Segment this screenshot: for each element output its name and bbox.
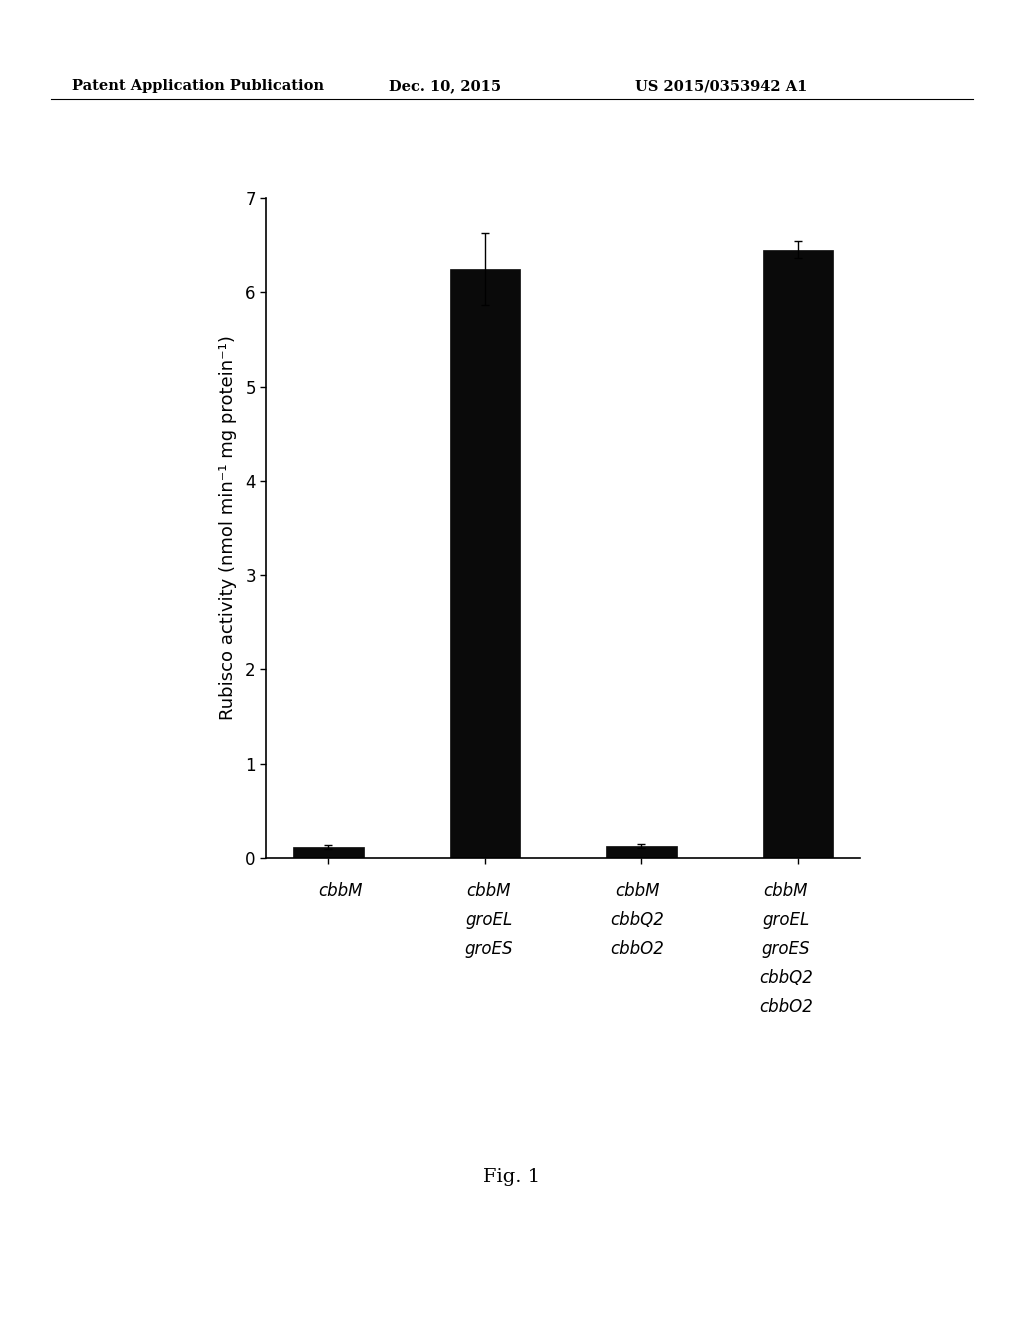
Text: Dec. 10, 2015: Dec. 10, 2015 <box>389 79 501 94</box>
Y-axis label: Rubisco activity (nmol min⁻¹ mg protein⁻¹): Rubisco activity (nmol min⁻¹ mg protein⁻… <box>219 335 237 721</box>
Bar <box>606 846 677 858</box>
Text: cbbM: cbbM <box>467 882 511 900</box>
Text: Fig. 1: Fig. 1 <box>483 1168 541 1187</box>
Text: cbbM: cbbM <box>615 882 659 900</box>
Text: US 2015/0353942 A1: US 2015/0353942 A1 <box>635 79 807 94</box>
Text: cbbM: cbbM <box>764 882 808 900</box>
Bar <box>763 249 834 858</box>
Text: groES: groES <box>762 940 810 958</box>
Text: Patent Application Publication: Patent Application Publication <box>72 79 324 94</box>
Bar <box>450 269 520 858</box>
Text: cbbO2: cbbO2 <box>610 940 665 958</box>
Text: groEL: groEL <box>762 911 810 929</box>
Text: cbbO2: cbbO2 <box>759 998 813 1016</box>
Text: groES: groES <box>465 940 513 958</box>
Text: cbbQ2: cbbQ2 <box>759 969 813 987</box>
Text: cbbQ2: cbbQ2 <box>610 911 665 929</box>
Text: groEL: groEL <box>465 911 513 929</box>
Bar <box>293 846 364 858</box>
Text: cbbM: cbbM <box>318 882 362 900</box>
